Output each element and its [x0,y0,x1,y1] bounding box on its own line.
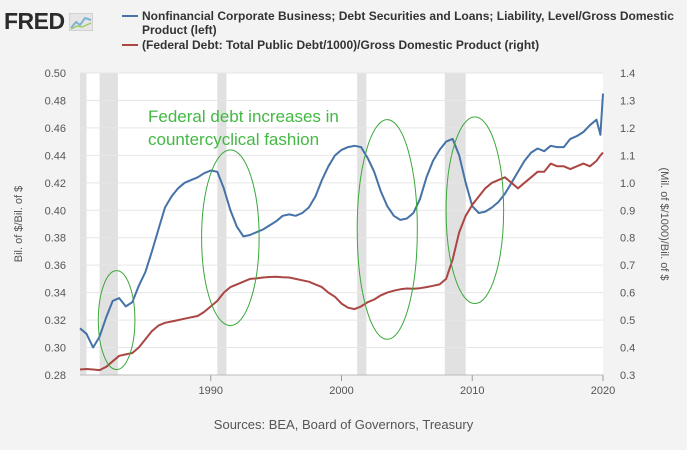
annotation-line-0: Federal debt increases in [148,107,339,126]
legend-item-federal-debt[interactable]: (Federal Debt: Total Public Debt/1000)/G… [122,38,682,52]
highlight-ellipse-1 [201,149,260,327]
recession-band-4 [444,73,466,375]
fred-logo-text: FRED [4,8,65,34]
recession-band-1 [99,73,118,375]
sources-note: Sources: BEA, Board of Governors, Treasu… [213,417,474,432]
right-tick-label: 1.2 [620,123,635,135]
x-tick-label: 1990 [199,385,223,397]
legend: Nonfinancial Corporate Business; Debt Se… [122,9,682,53]
fred-chart-icon [68,12,93,31]
right-tick-label: 0.9 [620,205,635,217]
x-tick-label: 2000 [329,385,353,397]
left-tick-label: 0.38 [45,233,66,245]
left-tick-label: 0.42 [45,178,66,190]
annotation-line-1: countercyclical fashion [148,130,319,149]
legend-item-corporate-debt[interactable]: Nonfinancial Corporate Business; Debt Se… [122,9,682,37]
recession-band-2 [217,73,227,375]
left-tick-label: 0.32 [45,315,66,327]
right-tick-label: 0.6 [620,288,635,300]
highlight-ellipse-2 [356,119,418,340]
right-tick-label: 1.1 [620,150,635,162]
x-tick-label: 2010 [460,385,484,397]
right-axis-title: (Mil. of $/1000)/Bil. of $ [658,167,670,280]
left-tick-label: 0.30 [45,343,66,355]
fred-logo[interactable]: FRED [4,8,93,35]
right-tick-label: 0.7 [620,260,635,272]
right-tick-label: 1.4 [620,68,635,80]
left-tick-label: 0.28 [45,370,66,382]
left-tick-label: 0.40 [45,205,66,217]
x-tick-label: 2020 [591,385,615,397]
right-tick-label: 1.3 [620,95,635,107]
series-line-corporate-debt[interactable] [79,93,604,349]
recession-band-3 [357,73,367,375]
left-tick-label: 0.46 [45,123,66,135]
right-tick-label: 0.4 [620,343,635,355]
highlight-ellipse-0 [97,270,136,371]
dual-axis-line-chart[interactable]: 0.28 0.30 0.32 0.34 0.36 0.38 0.40 0.42 0.44 0.46… [0,60,687,420]
chart-header: FRED Nonfinancial Corporate Business; De… [0,0,687,70]
left-tick-label: 0.36 [45,260,66,272]
legend-label-corporate-debt: Nonfinancial Corporate Business; Debt Se… [142,9,674,37]
plot-background [80,73,603,375]
legend-swatch-corporate-debt [122,15,138,17]
left-tick-label: 0.44 [45,150,66,162]
right-tick-label: 0.8 [620,233,635,245]
left-tick-label: 0.48 [45,95,66,107]
legend-label-federal-debt: (Federal Debt: Total Public Debt/1000)/G… [142,38,540,52]
right-tick-label: 0.3 [620,370,635,382]
right-tick-label: 1.0 [620,178,635,190]
left-tick-label: 0.34 [45,288,66,300]
legend-swatch-federal-debt [122,44,138,46]
left-axis-title: Bil. of $/Bil. of $ [13,186,25,262]
recession-band-0 [80,73,87,375]
left-tick-label: 0.50 [45,68,66,80]
highlight-ellipse-3 [445,116,505,305]
right-tick-label: 0.5 [620,315,635,327]
series-line-federal-debt[interactable] [79,151,604,372]
